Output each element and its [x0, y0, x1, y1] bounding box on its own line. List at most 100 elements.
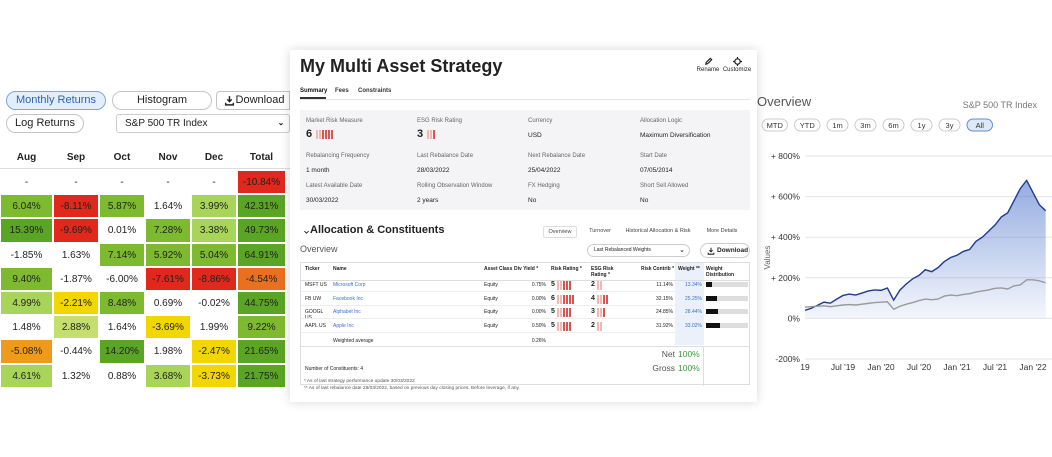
- x-tick-label: Jul '21: [983, 362, 1008, 372]
- rating-bar: [433, 130, 435, 139]
- range-button[interactable]: 1m: [826, 118, 849, 132]
- x-tick-label: Jan '20: [867, 362, 894, 372]
- overview-panel: Overview S&P 500 TR Index MTD YTD 1m 3m 6m 1y 3y…: [740, 85, 1052, 373]
- range-label: 1m: [832, 121, 842, 130]
- div-yield: 0.00%: [531, 309, 546, 315]
- div-yield: 0.50%: [531, 322, 546, 329]
- tab[interactable]: Constraints: [358, 88, 392, 94]
- return-cell: 9.22%: [237, 315, 286, 340]
- column-header: Sep: [66, 152, 86, 163]
- rating-bar: [566, 308, 568, 317]
- return-cell: 49.73%: [237, 218, 286, 243]
- section-tab[interactable]: Overview: [543, 226, 577, 238]
- risk-contrib: 24.85%: [656, 309, 673, 315]
- download-button[interactable]: Download: [700, 243, 750, 258]
- range-button-bg: [966, 118, 993, 132]
- field-label: Start Date: [640, 153, 668, 159]
- rating: 3: [591, 308, 595, 315]
- x-tick-label: 19: [800, 362, 810, 372]
- y-tick-label: + 600%: [771, 192, 801, 202]
- icon-path: [279, 122, 283, 126]
- section-tab[interactable]: Historical Allocation & Risk: [625, 228, 691, 234]
- weight-bar: [706, 282, 712, 287]
- footnote: ** As of last rebalance date 28/03/2022,…: [304, 386, 520, 391]
- weight-bar: [706, 322, 720, 328]
- x-tick-label: Jul '19: [831, 362, 856, 372]
- column-header: Div Yield *: [514, 266, 539, 272]
- column-header: Oct: [113, 152, 131, 163]
- return-cell: -: [145, 170, 191, 195]
- range-label: YTD: [800, 121, 816, 130]
- tab[interactable]: Fees: [335, 88, 349, 94]
- range-button[interactable]: MTD: [761, 118, 788, 132]
- return-cell: 6.04%: [0, 194, 53, 219]
- benchmark-select[interactable]: S&P 500 TR Index: [116, 114, 290, 133]
- field-label: Currency: [528, 118, 553, 124]
- return-cell: -10.84%: [237, 170, 286, 195]
- ticker: GOOGL US: [305, 309, 324, 321]
- tab-button[interactable]: Histogram: [112, 91, 212, 110]
- return-cell: 2.88%: [53, 315, 99, 340]
- name-link[interactable]: Apple Inc: [333, 322, 354, 329]
- tab-button[interactable]: Monthly Returns: [6, 91, 106, 110]
- total-value: 100%: [678, 349, 700, 359]
- section-tab[interactable]: More Details: [706, 228, 738, 234]
- total-label: Gross: [652, 363, 675, 373]
- range-button[interactable]: YTD: [794, 118, 821, 132]
- section-tab[interactable]: Turnover: [589, 228, 611, 234]
- weights-select[interactable]: Last Rebalanced Weights: [587, 244, 690, 257]
- range-button[interactable]: 3y: [938, 118, 961, 132]
- rating-bar: [560, 308, 562, 317]
- action-label[interactable]: Rename: [696, 67, 720, 73]
- asset-class: Equity: [484, 295, 498, 302]
- icon-path: [733, 57, 742, 66]
- tab[interactable]: Summary: [300, 88, 328, 94]
- div-yield: 0.75%: [531, 282, 546, 288]
- x-tick-label: Jul '20: [907, 362, 932, 372]
- rating-bar: [563, 281, 565, 290]
- return-cell: -: [0, 170, 53, 195]
- return-cell: 0.01%: [99, 218, 145, 243]
- divider: [0, 168, 290, 169]
- weight-bar: [706, 295, 717, 301]
- ticker: MSFT US: [305, 282, 327, 288]
- name-link[interactable]: Alphabet Inc: [333, 309, 361, 315]
- return-cell: 1.99%: [191, 315, 237, 340]
- rating-bar: [600, 281, 602, 290]
- weight: 13.34%: [685, 282, 702, 288]
- rating-bar: [597, 281, 599, 290]
- return-cell: -0.02%: [191, 291, 237, 316]
- weighted-yield: 0.26%: [531, 338, 546, 344]
- return-cell: 1.48%: [0, 315, 53, 340]
- field-label: Market Risk Measure: [306, 118, 363, 124]
- section-title: Allocation & Constituents: [310, 224, 445, 236]
- chart: Overview S&P 500 TR Index MTD YTD 1m 3m 6m 1y 3y…: [757, 94, 1052, 372]
- return-cell: 0.69%: [145, 291, 191, 316]
- weight: 25.25%: [685, 295, 702, 302]
- action-label[interactable]: Customize: [722, 67, 752, 73]
- column-header: Aug: [16, 152, 37, 163]
- column-header: ESG Risk Rating *: [591, 266, 614, 278]
- return-cell: 0.88%: [99, 363, 145, 388]
- bar-track: [706, 295, 748, 301]
- name-link[interactable]: Microsoft Corp: [333, 282, 366, 288]
- return-cell: 1.32%: [53, 363, 99, 388]
- y-tick-label: + 800%: [771, 151, 801, 161]
- range-button[interactable]: 1y: [910, 118, 933, 132]
- return-cell: -8.11%: [53, 194, 99, 219]
- name-link[interactable]: Facebook Inc: [333, 295, 364, 302]
- field-value: USD: [528, 132, 542, 139]
- row-line: [301, 291, 704, 292]
- range-button[interactable]: 6m: [882, 118, 905, 132]
- divider: [300, 99, 750, 100]
- toggle-button[interactable]: Log Returns: [6, 114, 84, 133]
- return-cell: 1.98%: [145, 339, 191, 364]
- return-cell: 1.64%: [145, 194, 191, 219]
- range-button[interactable]: 3m: [854, 118, 877, 132]
- ticker: AAPL US: [305, 322, 326, 329]
- range-button[interactable]: All: [966, 118, 993, 132]
- return-cell: 4.99%: [0, 291, 53, 316]
- return-cell: -6.00%: [99, 266, 145, 291]
- download-button[interactable]: Download: [216, 91, 290, 110]
- rating-bar: [563, 294, 565, 304]
